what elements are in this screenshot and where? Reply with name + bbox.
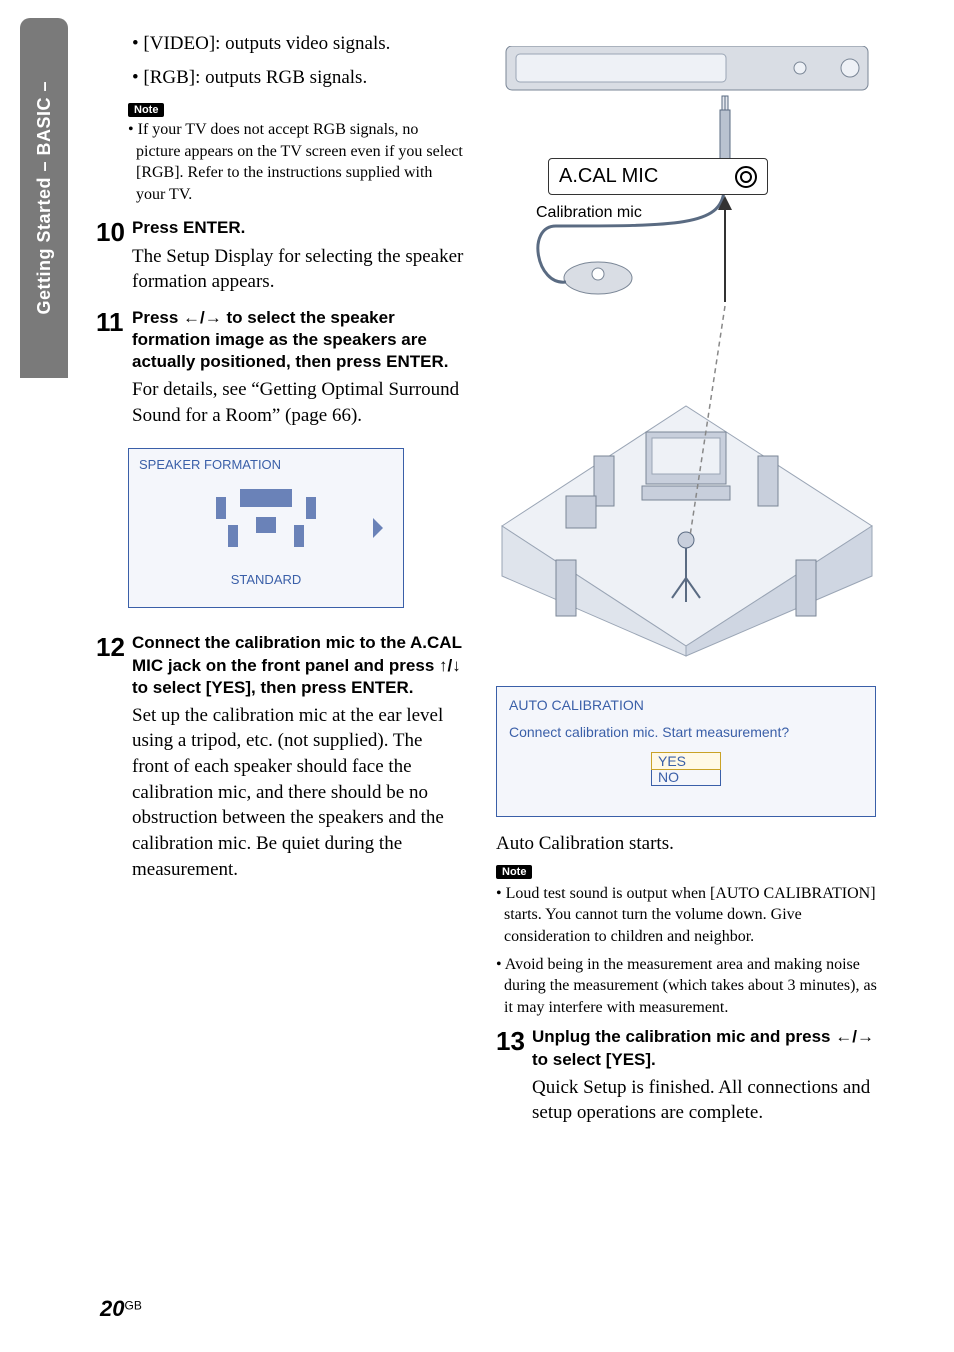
auto-calibration-box: AUTO CALIBRATION Connect calibration mic… <box>496 686 876 817</box>
section-tab-label: Getting Started – BASIC – <box>34 81 55 315</box>
step-11: 11 Press ←/→ to select the speaker forma… <box>96 307 464 429</box>
autocal-question: Connect calibration mic. Start measureme… <box>509 723 863 742</box>
step-number: 13 <box>496 1026 532 1125</box>
formation-label: STANDARD <box>129 572 403 587</box>
note-item: • If your TV does not accept RGB signals… <box>128 119 464 205</box>
calibration-diagram: A.CAL MIC Calibration mic <box>496 46 878 666</box>
autocal-starts-text: Auto Calibration starts. <box>496 833 878 855</box>
formation-title: SPEAKER FORMATION <box>139 457 281 472</box>
note-badge: Note <box>128 103 164 117</box>
step-number: 11 <box>96 307 132 429</box>
step-para: Quick Setup is finished. All connections… <box>532 1075 878 1126</box>
calibration-mic-label: Calibration mic <box>536 204 642 222</box>
step-head: Press ENTER. <box>132 217 464 239</box>
step-12: 12 Connect the calibration mic to the A.… <box>96 632 464 882</box>
acal-mic-text: A.CAL MIC <box>559 165 658 188</box>
acal-mic-label: A.CAL MIC <box>548 158 768 195</box>
chevron-right-icon <box>373 518 383 538</box>
yes-no-select: YES NO <box>651 752 721 786</box>
step-para: Set up the calibration mic at the ear le… <box>132 703 464 882</box>
formation-diagram <box>129 483 403 555</box>
note-badge: Note <box>496 865 532 879</box>
note-item: • Loud test sound is output when [AUTO C… <box>496 883 878 948</box>
step-head: Connect the calibration mic to the A.CAL… <box>132 632 464 698</box>
option-no: NO <box>652 769 720 785</box>
step-para: The Setup Display for selecting the spea… <box>132 244 464 295</box>
page-suffix: GB <box>124 1299 141 1313</box>
speaker-formation-box: SPEAKER FORMATION STANDARD <box>128 448 404 608</box>
step-head: Unplug the calibration mic and press ←/→… <box>532 1026 878 1070</box>
step-para: For details, see “Getting Optimal Surrou… <box>132 377 464 428</box>
option-yes: YES <box>651 752 721 770</box>
autocal-title: AUTO CALIBRATION <box>509 697 863 713</box>
step-13: 13 Unplug the calibration mic and press … <box>496 1026 878 1125</box>
bullet-video: • [VIDEO]: outputs video signals. <box>132 30 464 58</box>
step-number: 12 <box>96 632 132 882</box>
page-num-value: 20 <box>100 1296 124 1321</box>
page-number: 20GB <box>100 1296 142 1322</box>
step-head: Press ←/→ to select the speaker formatio… <box>132 307 464 373</box>
step-10: 10 Press ENTER. The Setup Display for se… <box>96 217 464 294</box>
step-number: 10 <box>96 217 132 294</box>
note-item: • Avoid being in the measurement area an… <box>496 954 878 1019</box>
bullet-rgb: • [RGB]: outputs RGB signals. <box>132 64 464 92</box>
jack-icon <box>735 166 757 188</box>
section-tab: Getting Started – BASIC – <box>20 18 68 378</box>
